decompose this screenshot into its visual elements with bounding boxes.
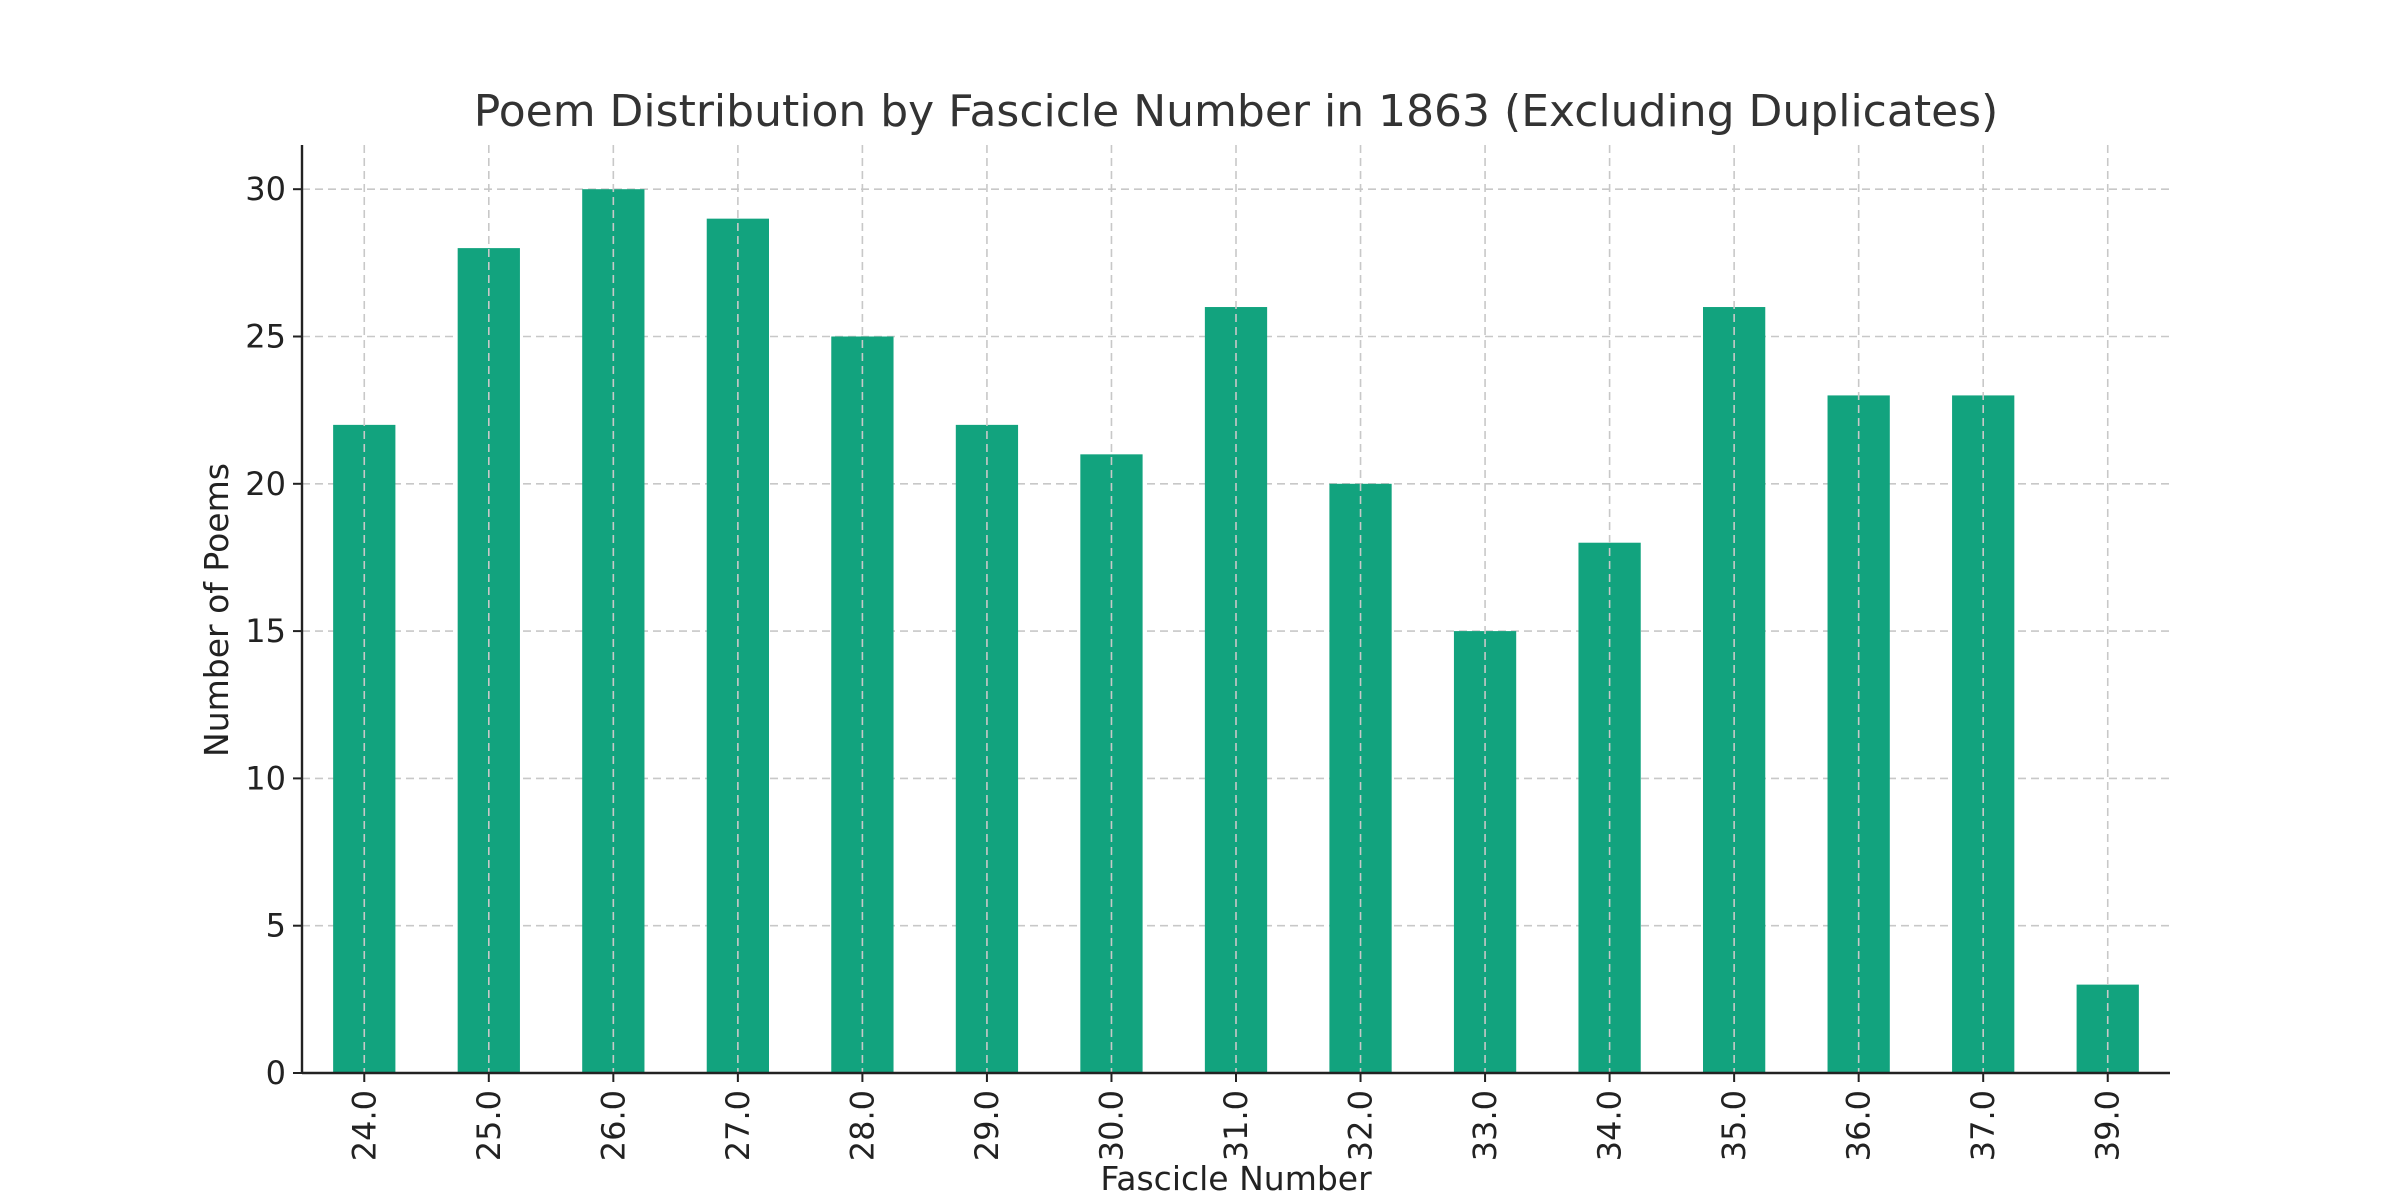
y-axis-label: Number of Poems	[197, 463, 236, 757]
x-tick-label: 27.0	[719, 1090, 757, 1161]
x-tick-label: 37.0	[1964, 1090, 2002, 1161]
x-tick-label: 30.0	[1092, 1090, 1130, 1161]
x-tick-label: 35.0	[1715, 1090, 1753, 1161]
x-axis-label: Fascicle Number	[1100, 1159, 1372, 1198]
x-tick-label: 24.0	[345, 1090, 383, 1161]
y-tick-label: 0	[266, 1054, 286, 1092]
x-tick-label: 25.0	[470, 1090, 508, 1161]
y-tick-label: 30	[245, 170, 286, 208]
y-tick-label: 10	[245, 759, 286, 797]
chart-title: Poem Distribution by Fascicle Number in …	[474, 86, 1999, 137]
x-tick-label: 33.0	[1466, 1090, 1504, 1161]
x-tick-label: 28.0	[843, 1090, 881, 1161]
x-tick-label: 34.0	[1591, 1090, 1629, 1161]
x-tick-label: 39.0	[2089, 1090, 2127, 1161]
x-tick-label: 36.0	[1840, 1090, 1878, 1161]
y-tick-label: 20	[245, 465, 286, 503]
y-tick-label: 15	[245, 612, 286, 650]
x-tick-label: 32.0	[1342, 1090, 1380, 1161]
axes	[293, 145, 2170, 1082]
x-tick-label: 29.0	[968, 1090, 1006, 1161]
x-tick-label: 31.0	[1217, 1090, 1255, 1161]
x-tick-label: 26.0	[594, 1090, 632, 1161]
y-tick-label: 25	[245, 317, 286, 355]
y-tick-label: 5	[266, 907, 286, 945]
tick-labels: 0 5 10 15 20 25 30 24.0 25.0 26.0 27.0 28.0 29.0 30.0…	[245, 170, 2126, 1161]
